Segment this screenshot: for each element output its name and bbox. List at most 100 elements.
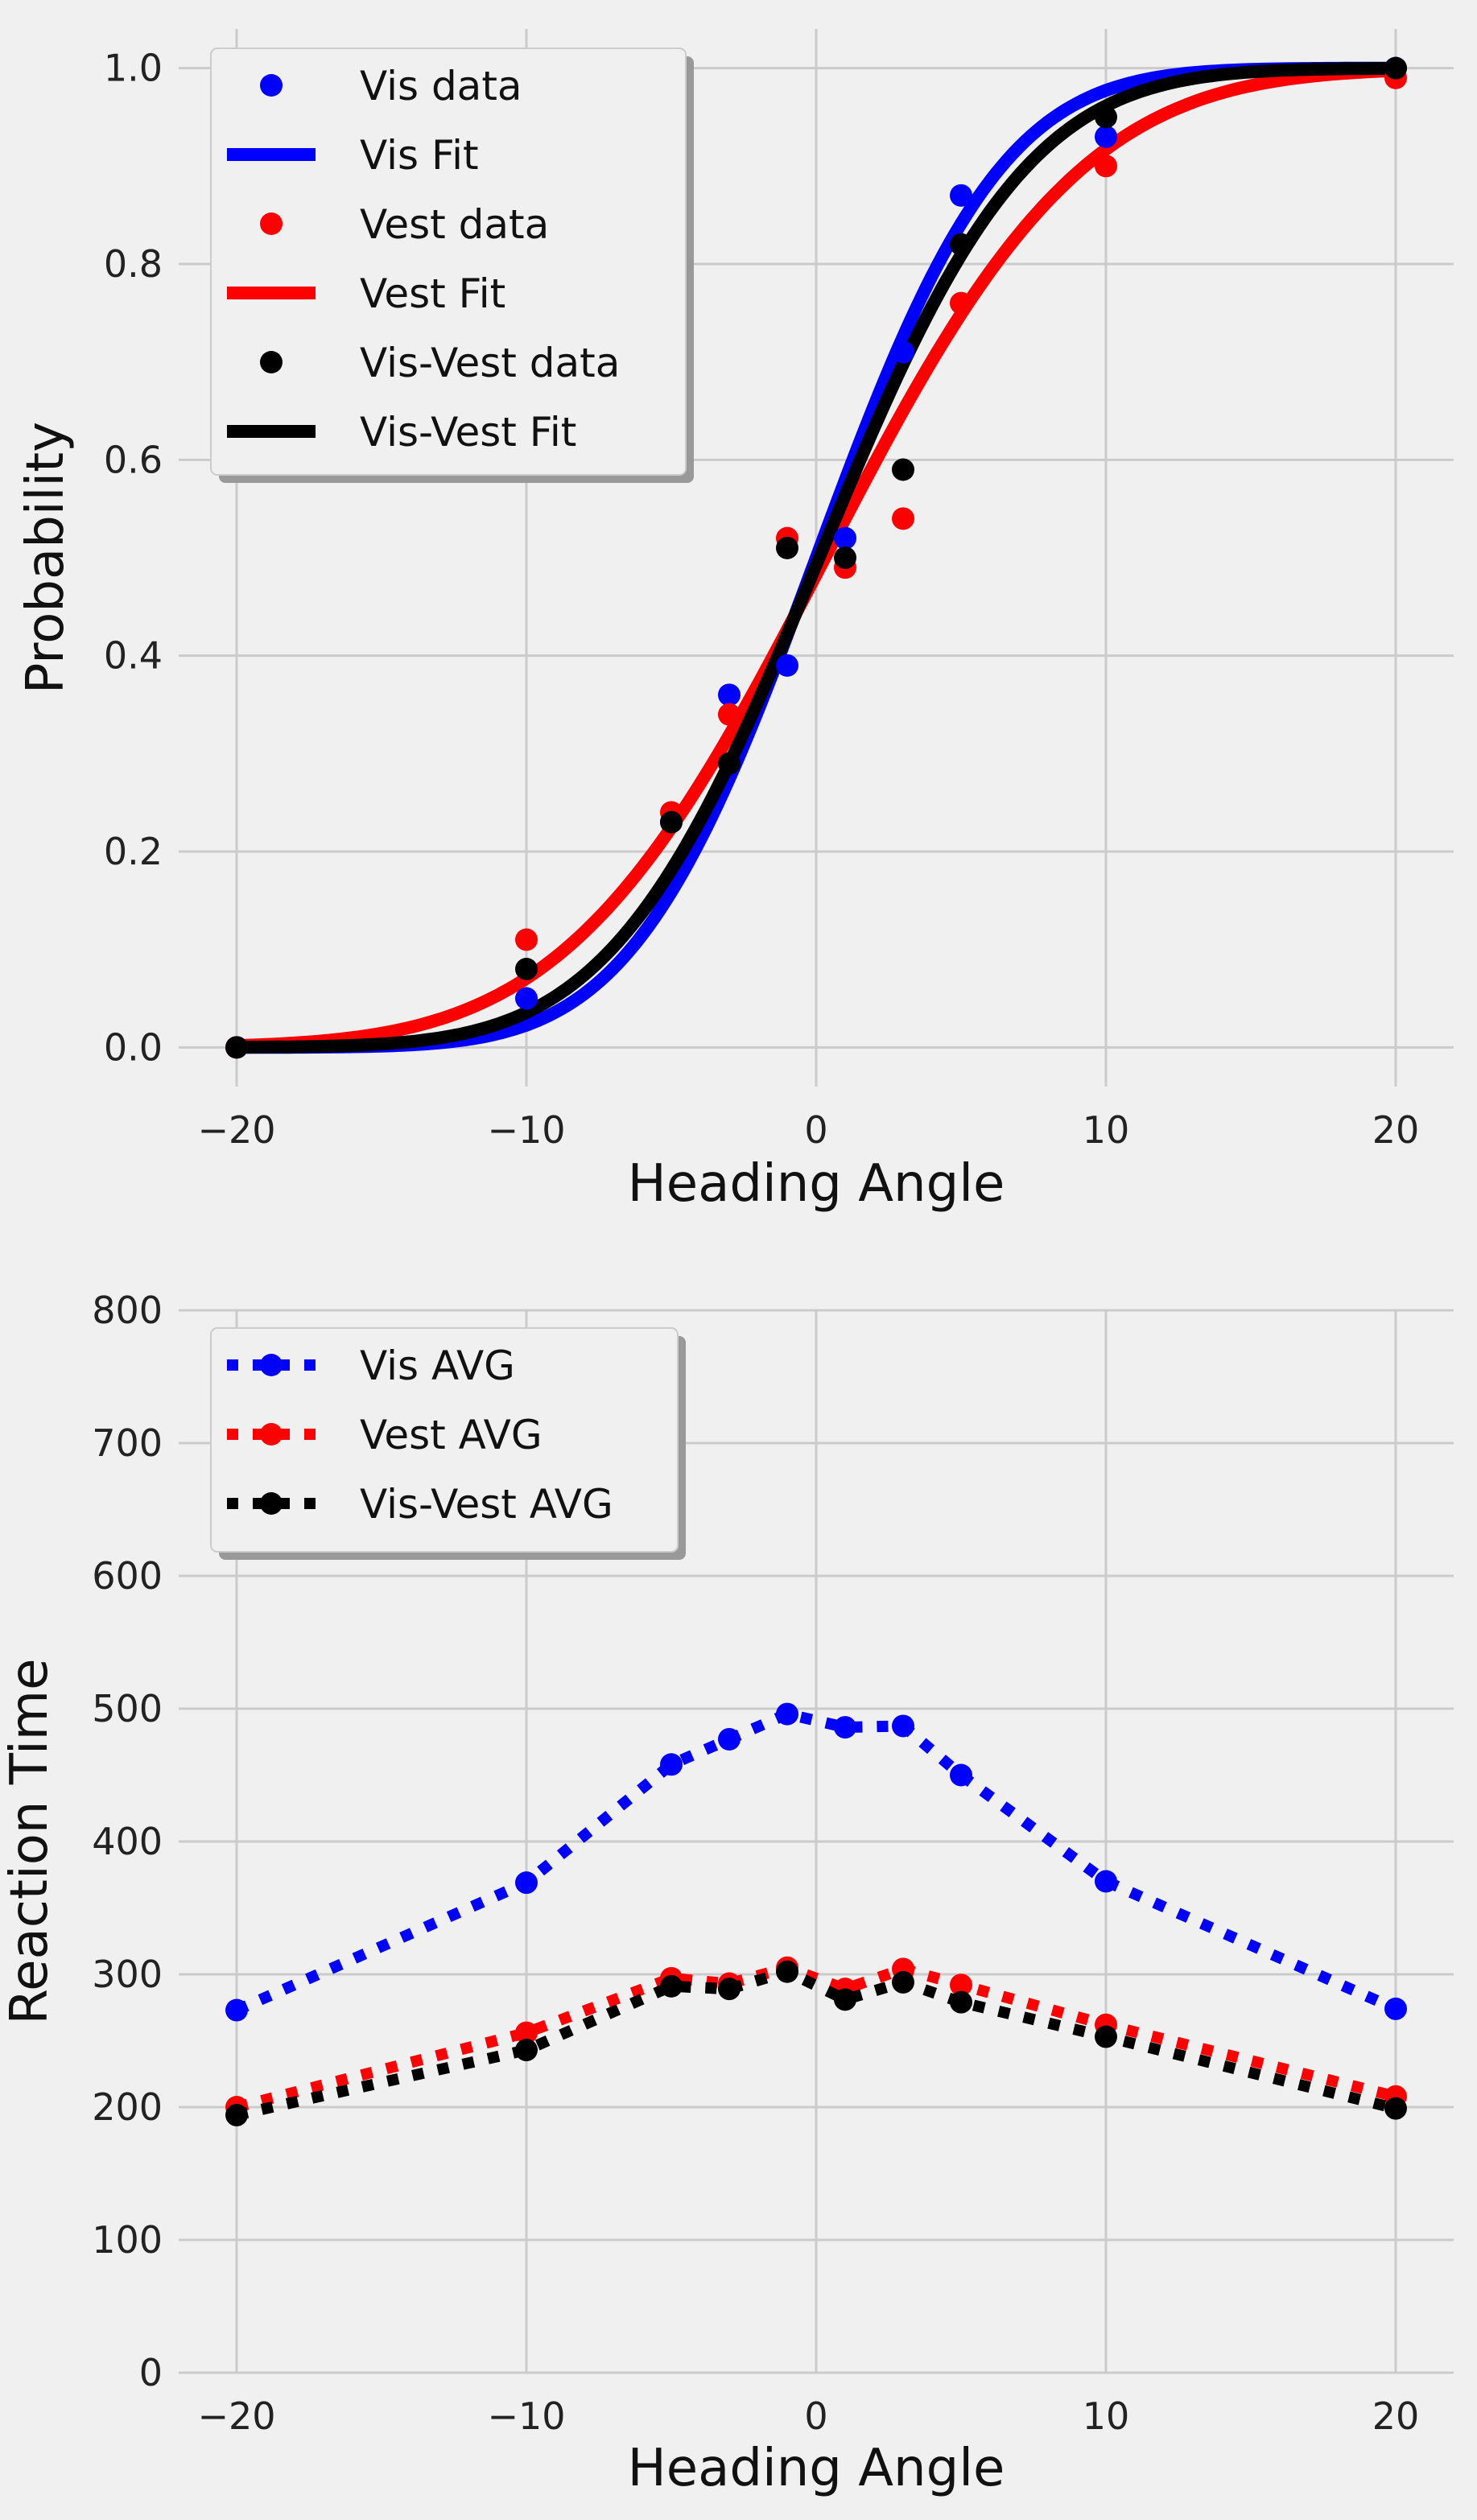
probability-chart: −20 −10 0 10 20 0.0 0.2 0.4 0.6 0.8 1.0 Heading Ang… xyxy=(16,29,1454,1214)
data-point-vis-data xyxy=(950,184,972,207)
fit-line-vis-vest-fit xyxy=(237,61,1396,1054)
x-tick-label: 0 xyxy=(804,1108,827,1152)
reaction-time-chart: −20 −10 0 10 200100200300400500600700800Head… xyxy=(0,1289,1454,2498)
data-point-vis-vest-avg xyxy=(950,1990,972,2014)
data-point-vis-vest-avg xyxy=(515,2039,538,2062)
y-tick-label: 500 xyxy=(92,1687,163,1730)
data-point-vis-vest-avg xyxy=(718,1978,741,2001)
data-point-vis-vest-avg xyxy=(225,2103,248,2126)
data-point-vis-vest-data xyxy=(225,1036,248,1059)
data-point-vest-data xyxy=(1095,155,1117,178)
legend-label-vis-data: Vis data xyxy=(360,63,522,109)
x-tick-label: 0 xyxy=(804,2394,827,2438)
x-tick-label: 20 xyxy=(1372,1108,1420,1152)
data-point-vis-avg xyxy=(225,1998,248,2022)
x-tick-label: 10 xyxy=(1083,2394,1130,2438)
y-axis-label: Reaction Time xyxy=(0,1659,60,2025)
data-point-vis-avg xyxy=(1384,1997,1407,2020)
legend-box xyxy=(210,47,687,476)
data-point-vis-data xyxy=(776,654,798,677)
legend-label-vest-avg: Vest AVG xyxy=(360,1412,543,1458)
y-tick-label: 800 xyxy=(92,1289,163,1332)
y-tick-label: 300 xyxy=(92,1953,163,1996)
data-point-vis-vest-avg xyxy=(834,1988,856,2011)
data-point-vis-avg xyxy=(718,1727,741,1751)
y-tick-label: 600 xyxy=(92,1554,163,1598)
y-tick-label: 0 xyxy=(139,2351,163,2394)
y-tick-label: 200 xyxy=(92,2085,163,2129)
x-tick-label: 10 xyxy=(1083,1108,1130,1152)
y-tick-label: 0.8 xyxy=(104,242,163,286)
legend-label-vis-vest-data: Vis-Vest data xyxy=(360,340,620,386)
y-tick-label: 0.4 xyxy=(104,634,163,678)
x-tick-label: −20 xyxy=(197,1108,275,1152)
data-point-vis-vest-data xyxy=(892,458,914,481)
series-line-vest-avg xyxy=(235,1961,1397,2113)
data-point-vest-data xyxy=(950,291,972,315)
data-point-vis-vest-data xyxy=(1384,56,1407,80)
data-point-vis-data xyxy=(718,683,741,707)
data-point-vis-vest-avg xyxy=(1095,2025,1117,2048)
x-tick-label: −10 xyxy=(487,1108,565,1152)
data-point-vest-data xyxy=(718,703,741,726)
data-point-vis-avg xyxy=(776,1702,798,1726)
data-point-vest-data xyxy=(515,928,538,951)
legend: Vis AVG Vest AVG Vis-Vest AVG xyxy=(210,1327,686,1560)
data-point-vis-data xyxy=(1095,125,1117,148)
legend-label-vis-vest-fit: Vis-Vest Fit xyxy=(360,409,576,456)
legend-handle-vis-vest-data xyxy=(260,351,283,373)
legend-marker-vis-avg xyxy=(260,1354,283,1376)
legend-marker-vest-avg xyxy=(260,1423,283,1446)
legend-handle-vest-data xyxy=(260,212,283,235)
data-point-vis-vest-avg xyxy=(1384,2097,1407,2120)
data-point-vis-avg xyxy=(660,1753,683,1776)
series-line-vis-vest-avg xyxy=(235,1965,1397,2121)
data-point-vis-vest-avg xyxy=(776,1960,798,1983)
x-axis-label: Heading Angle xyxy=(628,1154,1005,1214)
data-point-vis-data xyxy=(834,526,856,550)
data-point-vis-data xyxy=(892,340,914,364)
plot-area xyxy=(225,56,1407,1059)
data-point-vis-vest-data xyxy=(834,546,856,569)
y-tick-label: 100 xyxy=(92,2218,163,2262)
data-point-vis-data xyxy=(515,987,538,1010)
data-point-vis-avg xyxy=(892,1714,914,1738)
data-point-vis-vest-data xyxy=(718,752,741,775)
data-point-vis-avg xyxy=(950,1763,972,1787)
legend-label-vest-fit: Vest Fit xyxy=(360,270,505,317)
data-point-vis-avg xyxy=(1095,1870,1117,1893)
data-point-vis-vest-data xyxy=(660,810,683,834)
legend-label-vis-avg: Vis AVG xyxy=(360,1342,515,1389)
y-tick-label: 1.0 xyxy=(104,47,163,90)
legend: Vis data Vis Fit Vest data Vest Fit Vis-Vest… xyxy=(210,47,694,483)
x-axis-label: Heading Angle xyxy=(628,2439,1005,2498)
y-axis-label: Probability xyxy=(16,422,76,694)
y-tick-label: 0.0 xyxy=(104,1025,163,1069)
y-tick-label: 0.6 xyxy=(104,438,163,481)
data-point-vis-vest-data xyxy=(515,958,538,980)
x-tick-label: −10 xyxy=(487,2394,565,2438)
legend-label-vis-vest-avg: Vis-Vest AVG xyxy=(360,1481,613,1528)
legend-label-vest-data: Vest data xyxy=(360,201,549,248)
x-tick-label: −20 xyxy=(197,2394,275,2438)
legend-handle-vis-data xyxy=(260,74,283,97)
data-point-vis-vest-avg xyxy=(892,1970,914,1994)
legend-box xyxy=(210,1327,679,1553)
data-point-vis-avg xyxy=(515,1871,538,1895)
y-tick-label: 400 xyxy=(92,1820,163,1863)
legend-marker-vis-vest-avg xyxy=(260,1492,283,1515)
data-point-vis-vest-data xyxy=(950,233,972,256)
data-point-vest-avg xyxy=(515,2021,538,2044)
data-point-vest-data xyxy=(892,507,914,530)
data-point-vest-avg xyxy=(950,1974,972,1997)
y-tick-label: 0.2 xyxy=(104,830,163,873)
data-point-vis-vest-data xyxy=(776,536,798,559)
x-tick-label: 20 xyxy=(1372,2394,1420,2438)
legend-label-vis-fit: Vis Fit xyxy=(360,132,479,179)
data-point-vis-vest-avg xyxy=(660,1974,683,1998)
data-point-vis-avg xyxy=(834,1716,856,1739)
data-point-vis-vest-data xyxy=(1095,105,1117,129)
plot-area xyxy=(225,1702,1407,2126)
y-tick-label: 700 xyxy=(92,1421,163,1465)
